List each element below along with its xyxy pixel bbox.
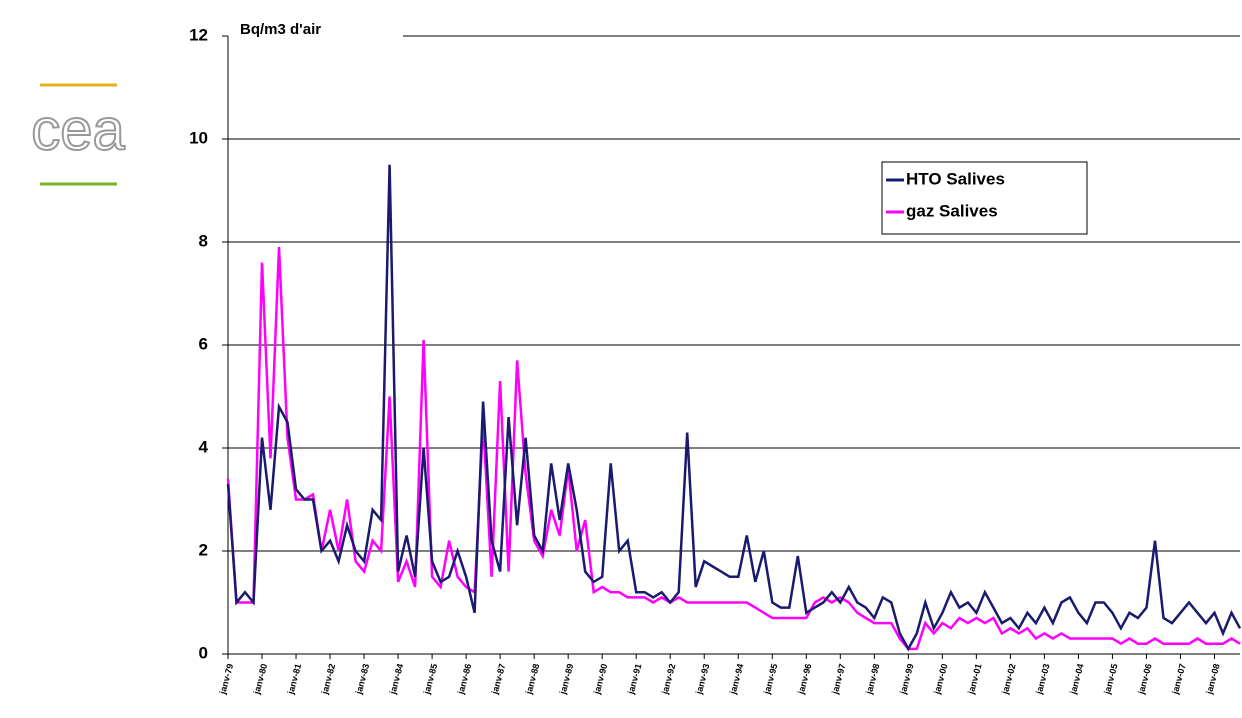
legend-box (881, 161, 1088, 235)
x-tick-label: janv-98 (864, 663, 882, 697)
legend-label: gaz Salives (906, 201, 998, 220)
x-tick-label: janv-94 (728, 663, 746, 697)
x-tick-label: janv-05 (1102, 663, 1120, 697)
x-tick-label: janv-03 (1034, 663, 1052, 697)
y-tick-label: 8 (199, 231, 208, 250)
x-tick-label: janv-81 (285, 663, 303, 697)
x-tick-label: janv-84 (387, 663, 405, 697)
y-tick-label: 6 (199, 334, 208, 353)
legend-label: HTO Salives (906, 169, 1005, 188)
x-tick-label: janv-79 (217, 663, 235, 697)
x-tick-label: janv-80 (251, 663, 269, 697)
x-tick-label: janv-96 (796, 663, 814, 697)
x-tick-label: janv-82 (319, 663, 337, 697)
x-tick-label: janv-07 (1170, 663, 1188, 697)
x-tick-label: janv-83 (353, 663, 371, 697)
x-tick-label: janv-00 (932, 663, 950, 697)
y-tick-label: 2 (199, 540, 208, 559)
x-tick-label: janv-90 (591, 663, 609, 697)
legend: HTO Salives gaz Salives (881, 161, 1088, 235)
x-tick-label: janv-91 (625, 663, 643, 697)
x-tick-label: janv-95 (762, 663, 780, 697)
y-tick-label: 12 (189, 25, 208, 44)
logo: cea (30, 83, 126, 186)
x-tick-label: janv-06 (1136, 663, 1154, 697)
y-tick-label: 10 (189, 128, 208, 147)
x-tick-label: janv-92 (659, 663, 677, 697)
y-tick-label: 0 (199, 643, 208, 662)
x-tick-label: janv-86 (455, 663, 473, 697)
x-tick-label: janv-97 (830, 663, 848, 697)
y-tick-label: 4 (199, 437, 209, 456)
x-tick-label: janv-04 (1068, 663, 1086, 697)
x-tick-label: janv-88 (523, 663, 541, 697)
x-tick-label: janv-89 (557, 663, 575, 697)
x-tick-label: janv-02 (1000, 663, 1018, 697)
logo-text: cea (31, 97, 125, 162)
x-tick-label: janv-87 (489, 663, 507, 697)
series-line (226, 164, 1242, 652)
x-tick-label: janv-99 (898, 663, 916, 697)
x-tick-label: janv-85 (421, 663, 439, 697)
x-tick-label: janv-93 (694, 663, 712, 697)
x-tick-label: janv-08 (1204, 663, 1222, 697)
y-axis-label: Bq/m3 d'air (240, 21, 321, 38)
x-tick-label: janv-01 (966, 663, 984, 697)
